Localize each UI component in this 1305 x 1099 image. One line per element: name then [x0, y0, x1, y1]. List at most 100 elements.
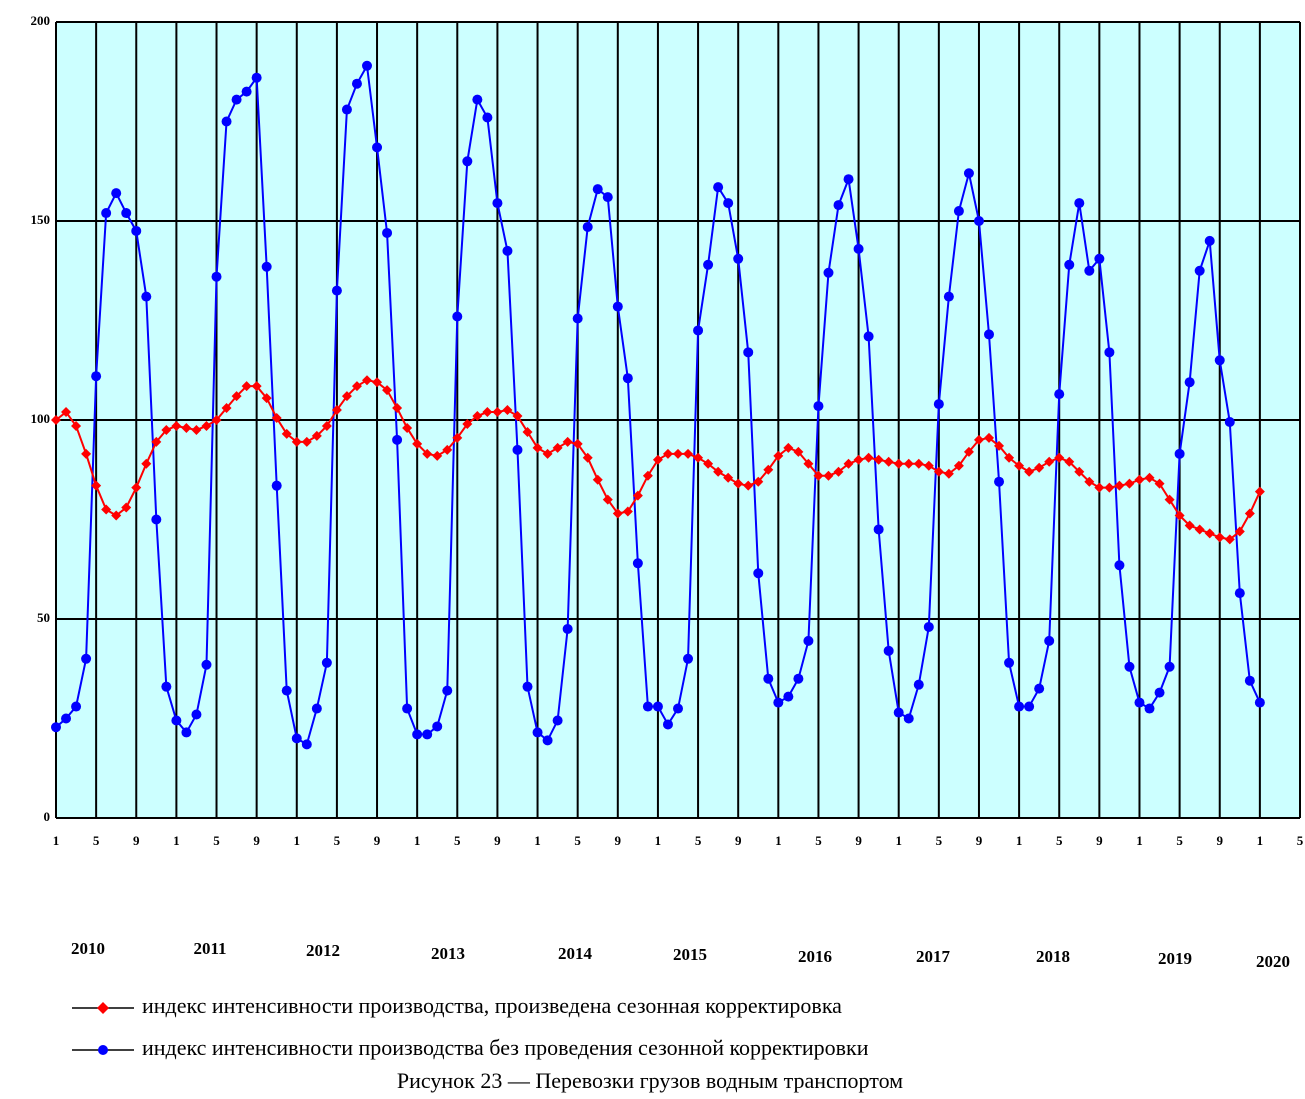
marker: [522, 681, 533, 692]
marker: [572, 438, 583, 449]
marker: [502, 245, 513, 256]
marker: [693, 325, 704, 336]
marker: [753, 476, 764, 487]
marker: [1094, 253, 1105, 264]
marker: [261, 261, 272, 272]
marker: [1024, 701, 1035, 712]
marker: [853, 243, 864, 254]
year-label: 2018: [1036, 947, 1070, 966]
marker: [622, 506, 633, 517]
marker: [683, 448, 694, 459]
marker: [412, 438, 423, 449]
marker: [803, 458, 814, 469]
marker: [1074, 198, 1085, 209]
marker: [1184, 520, 1195, 531]
marker: [362, 375, 372, 386]
marker: [933, 466, 944, 477]
marker: [823, 267, 834, 278]
marker: [1044, 635, 1055, 646]
marker: [793, 446, 804, 457]
marker: [1014, 701, 1025, 712]
marker: [592, 474, 603, 485]
x-tick-label: 9: [494, 833, 501, 848]
marker: [913, 458, 924, 469]
marker: [1064, 456, 1075, 467]
year-label: 2015: [673, 945, 707, 964]
x-tick-label: 9: [615, 833, 622, 848]
marker: [351, 78, 362, 89]
marker: [472, 411, 483, 422]
marker: [1194, 524, 1205, 535]
marker: [713, 466, 724, 477]
marker: [201, 420, 212, 431]
marker: [131, 225, 142, 236]
marker: [933, 399, 944, 410]
marker: [1004, 657, 1015, 668]
marker: [723, 198, 734, 209]
marker: [662, 448, 673, 459]
marker: [492, 407, 503, 418]
marker: [191, 424, 202, 435]
marker: [783, 691, 794, 702]
marker: [141, 458, 152, 469]
marker: [442, 444, 453, 455]
marker: [412, 729, 423, 740]
marker: [291, 436, 302, 447]
x-tick-label: 5: [1056, 833, 1063, 848]
x-tick-label: 5: [213, 833, 220, 848]
marker: [592, 184, 603, 195]
marker: [432, 450, 443, 461]
marker: [422, 729, 433, 740]
y-tick-label: 150: [31, 212, 51, 227]
marker: [873, 524, 884, 535]
marker: [1024, 466, 1035, 477]
marker: [231, 94, 242, 105]
marker: [1084, 476, 1095, 487]
marker: [181, 422, 192, 433]
marker: [703, 259, 714, 270]
marker: [572, 313, 583, 324]
marker: [913, 679, 924, 690]
marker: [392, 403, 403, 414]
marker: [773, 450, 784, 461]
marker: [382, 385, 393, 396]
marker: [843, 458, 854, 469]
year-label: 2017: [916, 947, 951, 966]
marker: [994, 440, 1005, 451]
marker: [973, 216, 984, 226]
marker: [211, 271, 222, 282]
marker: [482, 407, 493, 418]
marker: [733, 478, 744, 489]
marker: [1114, 560, 1125, 571]
marker: [562, 436, 573, 447]
x-tick-label: 1: [173, 833, 180, 848]
marker: [1134, 474, 1145, 485]
marker: [71, 420, 82, 431]
marker: [181, 727, 192, 738]
marker: [883, 456, 894, 467]
marker: [853, 454, 864, 465]
marker: [943, 468, 954, 479]
x-tick-label: 9: [735, 833, 742, 848]
marker: [1244, 508, 1255, 519]
marker: [121, 208, 132, 219]
marker: [91, 371, 102, 382]
marker: [542, 448, 553, 459]
marker: [632, 558, 643, 569]
marker: [763, 464, 774, 475]
marker: [1064, 259, 1075, 270]
marker: [612, 508, 623, 519]
x-tick-label: 5: [574, 833, 581, 848]
marker: [1084, 265, 1095, 276]
marker: [693, 452, 704, 463]
marker: [873, 454, 884, 465]
marker: [221, 116, 232, 127]
marker: [652, 454, 663, 465]
marker: [883, 645, 894, 656]
marker: [582, 452, 593, 463]
marker: [482, 112, 493, 123]
marker: [1094, 482, 1105, 493]
marker: [903, 458, 914, 469]
x-tick-label: 9: [855, 833, 862, 848]
marker: [101, 208, 112, 219]
